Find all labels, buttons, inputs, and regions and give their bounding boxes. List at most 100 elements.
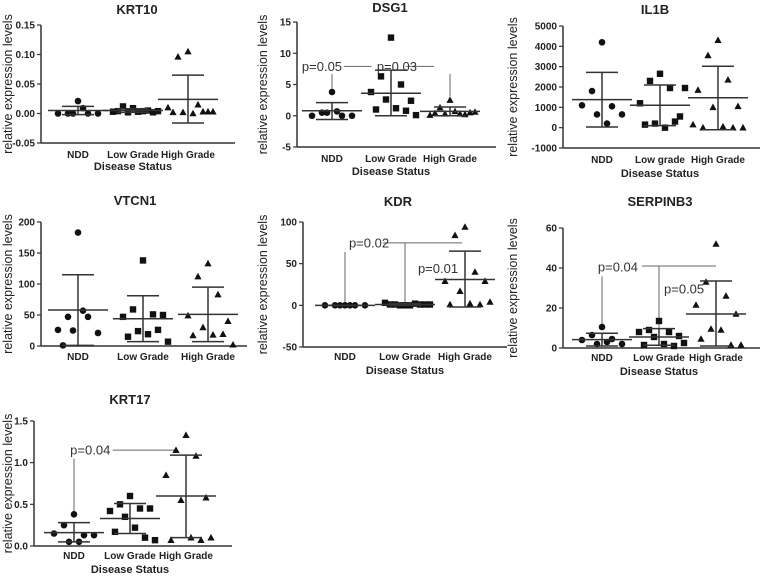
panel-dsg1: DSG1 relative expression levels 15 10 5 0 -5 ND… (255, 0, 510, 196)
x-tick-label: NDD (334, 352, 356, 363)
data-point-square (141, 534, 149, 541)
y-tick-label: -1000 (531, 144, 557, 155)
data-point-triangle (202, 493, 210, 501)
data-point-triangle (199, 107, 207, 115)
p-value-label: p=0.04 (598, 260, 638, 275)
x-tick-label: High Grade (691, 155, 745, 166)
data-point-circle (80, 531, 88, 539)
data-point-square (126, 492, 134, 500)
data-point-triangle (441, 277, 449, 284)
x-tick-label: NDD (591, 353, 613, 364)
y-tick-label: 4000 (535, 42, 558, 53)
data-point-square (646, 77, 654, 85)
data-point-square (109, 108, 117, 115)
data-point-circle (50, 530, 58, 537)
data-point-triangle (197, 536, 205, 543)
x-tick-label: NDD (63, 551, 85, 562)
data-point-circle (618, 111, 626, 118)
y-tick-label: 200 (18, 218, 35, 229)
y-tick-label: 50 (24, 311, 36, 322)
data-point-triangle (461, 223, 469, 230)
y-tick-label: 0.5 (14, 500, 28, 511)
data-point-square (381, 299, 389, 307)
data-point-triangle (719, 122, 727, 130)
chart-svg: DSG1 relative expression levels 15 10 5 0 -5 ND… (256, 0, 496, 178)
x-tick-label: High Grade (181, 352, 235, 363)
data-point-triangle (172, 446, 180, 453)
data-point-square (407, 97, 415, 104)
data-point-square (154, 326, 162, 334)
y-tick-label: 0.10 (16, 50, 36, 61)
data-point-triangle (189, 331, 197, 339)
data-point-circle (74, 229, 82, 236)
data-point-square (681, 84, 689, 92)
x-tick-label: Low Grade (117, 352, 169, 363)
data-point-triangle (456, 287, 464, 294)
data-point-square (121, 513, 129, 521)
y-axis-label: relative expression levels (506, 218, 520, 358)
y-tick-label: 5000 (535, 22, 558, 33)
x-tick-label: High Grade (423, 154, 477, 165)
data-point-square (124, 333, 132, 340)
x-tick-label: High Grade (689, 353, 743, 364)
data-point-square (382, 96, 390, 103)
y-axis-label: relative expression levels (1, 14, 15, 154)
data-point-circle (603, 120, 611, 127)
panel-kdr: KDR relative expression levels 100 50 0 -50 ND… (255, 180, 510, 377)
data-point-circle (618, 340, 626, 348)
data-point-triangle (737, 341, 745, 348)
y-tick-label: 50 (286, 259, 298, 270)
y-tick-label: 0 (29, 342, 35, 353)
data-point-square (636, 100, 644, 107)
y-tick-label: 40 (546, 264, 558, 275)
data-point-triangle (209, 331, 217, 338)
panel-il1b: IL1B relative expression levels 5000 4000 30… (505, 0, 760, 196)
data-point-triangle (204, 107, 212, 115)
y-tick-label: 0.0 (14, 542, 28, 553)
data-point-triangle (229, 340, 237, 348)
x-tick-label: NDD (591, 155, 613, 166)
x-tick-label: NDD (321, 154, 343, 165)
data-point-triangle (481, 277, 489, 284)
data-point-square (645, 326, 653, 334)
data-point-square (671, 118, 679, 125)
data-point-square (387, 34, 395, 41)
data-point-triangle (692, 301, 700, 308)
chart-title: IL1B (641, 2, 669, 17)
x-tick-label: NDD (67, 352, 89, 363)
data-point-square (402, 107, 410, 114)
data-point-square (665, 328, 673, 336)
data-point-triangle (707, 325, 715, 332)
y-tick-label: 0 (291, 301, 297, 312)
data-point-triangle (177, 496, 185, 503)
y-axis-label: relative expression levels (256, 15, 270, 155)
data-point-circle (94, 110, 102, 117)
chart-svg: KRT10 relative expression levels 0.15 0.10 0… (1, 2, 235, 173)
p-value-label: p=0.04 (70, 443, 110, 458)
p-value-label: p=0.05 (664, 282, 704, 297)
chart-title: DSG1 (372, 0, 407, 15)
panel-vtcn1: VTCN1 relative expression levels 200 150 100… (0, 180, 255, 376)
data-point-square (106, 507, 114, 515)
y-tick-label: 0 (285, 111, 291, 122)
data-point-circle (588, 87, 596, 95)
data-point-triangle (426, 111, 434, 118)
y-tick-label: 10 (280, 49, 292, 60)
data-point-square (131, 524, 139, 531)
data-point-triangle (717, 326, 725, 333)
y-tick-label: -50 (283, 343, 298, 354)
data-point-circle (598, 38, 606, 46)
data-point-circle (90, 531, 98, 539)
data-point-triangle (214, 290, 222, 298)
x-tick-label: NDD (67, 150, 89, 161)
data-point-square (412, 111, 420, 119)
p-value-label: p=0.02 (349, 235, 389, 250)
x-axis-label: Disease Status (620, 366, 698, 378)
data-point-triangle (709, 103, 717, 111)
data-point-square (372, 106, 380, 113)
data-point-triangle (694, 86, 702, 93)
chart-svg: KDR relative expression levels 100 50 0 -50 ND… (256, 194, 507, 377)
data-point-square (660, 340, 668, 348)
data-point-square (666, 84, 674, 92)
y-tick-label: 100 (280, 218, 297, 229)
